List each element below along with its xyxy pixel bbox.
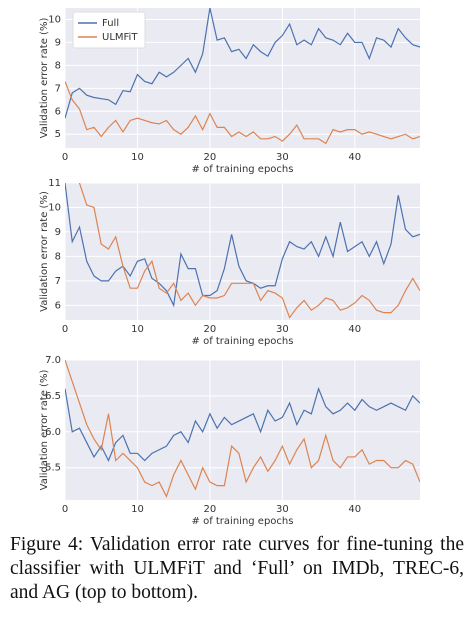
x-tick-label: 0 — [62, 504, 68, 515]
x-tick-label: 40 — [348, 324, 361, 335]
y-tick-label: 5.5 — [45, 463, 61, 474]
y-tick-label: 7 — [55, 83, 61, 94]
x-tick-label: 0 — [62, 152, 68, 163]
data-line — [65, 8, 420, 119]
data-line — [65, 183, 420, 308]
data-line — [65, 360, 420, 498]
y-tick-label: 5 — [55, 129, 61, 140]
y-tick-label: 9 — [55, 37, 61, 48]
y-axis-label: Validation error rate (%) — [39, 370, 50, 491]
y-tick-label: 7.0 — [45, 355, 61, 366]
y-tick-label: 8 — [55, 251, 61, 262]
x-axis-label: # of training epochs — [192, 164, 294, 175]
x-tick-label: 20 — [204, 152, 217, 163]
y-tick-label: 6.5 — [45, 391, 61, 402]
y-tick-label: 6.0 — [45, 427, 61, 438]
x-tick-label: 0 — [62, 324, 68, 335]
x-tick-label: 30 — [276, 152, 289, 163]
x-tick-label: 20 — [204, 324, 217, 335]
y-tick-label: 6 — [55, 300, 61, 311]
y-axis-label: Validation error rate (%) — [39, 191, 50, 312]
legend-label: ULMFiT — [102, 32, 138, 43]
data-line — [65, 81, 420, 145]
y-axis-label: Validation error rate (%) — [39, 18, 50, 139]
y-tick-label: 10 — [48, 202, 61, 213]
data-line — [65, 386, 420, 462]
data-line — [78, 183, 420, 319]
y-tick-label: 8 — [55, 60, 61, 71]
x-tick-label: 10 — [131, 324, 144, 335]
x-tick-label: 30 — [276, 324, 289, 335]
y-tick-label: 11 — [48, 178, 61, 189]
plot-background — [65, 360, 420, 500]
legend-label: Full — [102, 18, 119, 29]
x-tick-label: 40 — [348, 152, 361, 163]
x-tick-label: 40 — [348, 504, 361, 515]
x-tick-label: 10 — [131, 504, 144, 515]
figure: 5 6 7 8 9 10 0 10 20 30 40 # of training epochs Vali… — [39, 8, 420, 527]
y-tick-label: 7 — [55, 276, 61, 287]
x-tick-label: 10 — [131, 152, 144, 163]
caption: Figure 4: Validation error rate curves f… — [10, 534, 464, 603]
x-tick-label: 20 — [204, 504, 217, 515]
x-axis-label: # of training epochs — [192, 516, 294, 527]
y-tick-label: 10 — [48, 14, 61, 25]
legend-box — [72, 11, 146, 49]
x-tick-label: 30 — [276, 504, 289, 515]
y-tick-label: 6 — [55, 106, 61, 117]
x-axis-label: # of training epochs — [192, 336, 294, 347]
y-tick-label: 9 — [55, 227, 61, 238]
